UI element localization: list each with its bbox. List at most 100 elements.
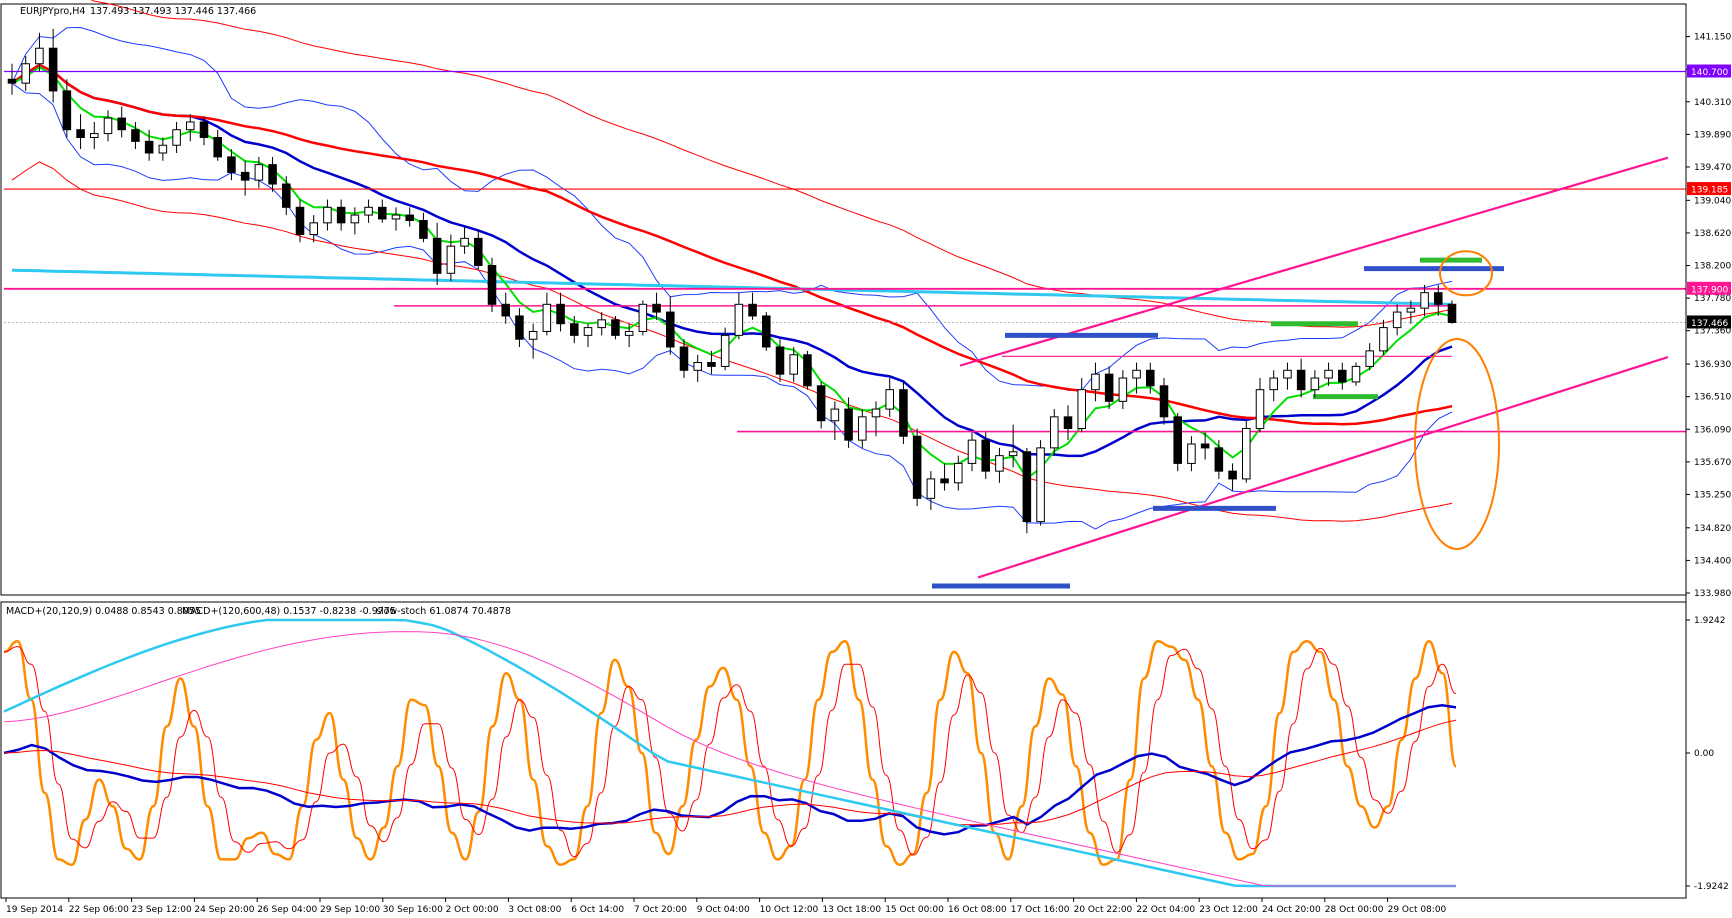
candle <box>1310 370 1320 398</box>
candle-body <box>1406 307 1416 313</box>
x-tick-label: 10 Oct 12:00 <box>760 905 819 915</box>
candle <box>323 199 332 231</box>
candle <box>981 432 990 479</box>
candle-body <box>1392 311 1402 329</box>
x-tick-label: 28 Oct 00:00 <box>1325 905 1384 915</box>
candle <box>158 137 168 161</box>
candle <box>460 226 469 254</box>
macd-tick-label: 1.9242 <box>1694 616 1726 626</box>
candle-body <box>131 129 140 142</box>
candle-body <box>830 408 840 422</box>
candle-body <box>1365 350 1374 367</box>
y-tick-label: 139.890 <box>1694 130 1731 140</box>
candle-body <box>570 323 579 336</box>
candle-body <box>762 315 771 348</box>
candle-body <box>789 354 798 375</box>
candle-body <box>432 237 442 274</box>
candle-body <box>405 214 414 222</box>
candle <box>1283 362 1292 390</box>
candle-body <box>912 435 922 499</box>
candle <box>62 79 72 138</box>
candle-body <box>391 214 401 220</box>
candle-body <box>693 362 702 371</box>
price-tag-bg <box>1687 281 1731 295</box>
x-tick-label: 29 Sep 10:00 <box>320 905 380 915</box>
candle <box>1173 412 1182 472</box>
bollinger-lower-line <box>11 82 1453 530</box>
candle-body <box>583 327 593 336</box>
candle <box>1063 405 1073 441</box>
candle <box>1091 362 1100 402</box>
price-tag-bg <box>1687 64 1731 78</box>
candle-body <box>1283 369 1292 379</box>
candle <box>391 207 401 231</box>
candle-body <box>1200 443 1210 449</box>
indicator-panel <box>0 601 1687 899</box>
candle-body <box>282 183 291 208</box>
y-tick-label: 134.400 <box>1694 556 1731 566</box>
candle <box>48 28 58 103</box>
orange-circle-bottom <box>1414 338 1500 551</box>
candle-body <box>734 303 744 336</box>
upper-channel-line <box>959 156 1669 367</box>
x-tick-label: 30 Sep 16:00 <box>383 905 443 915</box>
x-tick-label: 23 Sep 12:00 <box>132 905 192 915</box>
indicator-frame <box>0 601 1687 899</box>
candle <box>666 296 675 355</box>
candle <box>336 199 346 231</box>
candle-body <box>885 389 894 410</box>
candle <box>1420 284 1429 316</box>
candle <box>583 323 593 348</box>
candle-body <box>76 129 85 138</box>
candle-body <box>350 214 360 224</box>
candle-body <box>515 315 524 340</box>
candle-body <box>268 164 277 185</box>
price-tag-label: 137.900 <box>1691 285 1728 295</box>
candle-body <box>1379 327 1388 352</box>
macd-fast-signal-line <box>3 719 1457 826</box>
moving-average-cyan-line <box>11 268 1453 306</box>
macd-slow-line <box>3 618 1456 888</box>
candle-body <box>213 136 222 158</box>
candle <box>679 339 689 379</box>
x-tick-label: 24 Sep 20:00 <box>194 905 254 915</box>
candle-body <box>186 121 195 131</box>
price-frame <box>0 3 1687 596</box>
x-tick-label: 24 Oct 20:00 <box>1262 905 1321 915</box>
candle-body <box>1132 369 1141 379</box>
candle-body <box>1447 303 1457 323</box>
candle <box>597 312 606 336</box>
candle <box>803 350 812 390</box>
candle <box>1228 463 1237 491</box>
y-tick-label: 138.620 <box>1694 229 1731 239</box>
candle <box>446 234 456 282</box>
candle <box>103 110 113 142</box>
candle-body <box>871 408 881 418</box>
candle <box>1365 343 1374 371</box>
y-tick-label: 135.250 <box>1694 490 1731 500</box>
candle <box>611 315 620 340</box>
candle-body <box>158 144 168 154</box>
candle <box>1200 432 1210 460</box>
candle <box>1242 420 1251 483</box>
candle-body <box>1173 416 1182 464</box>
candle-body <box>1255 389 1265 429</box>
candle-body <box>1269 377 1278 391</box>
x-tick-label: 22 Sep 06:00 <box>69 905 129 915</box>
candle-body <box>816 385 826 422</box>
candle <box>830 401 840 441</box>
x-tick-label: 16 Oct 08:00 <box>948 905 1007 915</box>
candle-body <box>720 334 730 367</box>
candle <box>844 397 853 448</box>
candle-body <box>419 220 428 239</box>
candle <box>172 121 181 153</box>
candle <box>131 121 140 150</box>
x-tick-label: 9 Oct 04:00 <box>697 905 750 915</box>
candle-body <box>652 303 661 313</box>
candle-body <box>474 237 483 267</box>
moving-average-red-line <box>11 63 1453 426</box>
candle <box>542 292 552 336</box>
y-tick-label: 136.090 <box>1694 425 1731 435</box>
